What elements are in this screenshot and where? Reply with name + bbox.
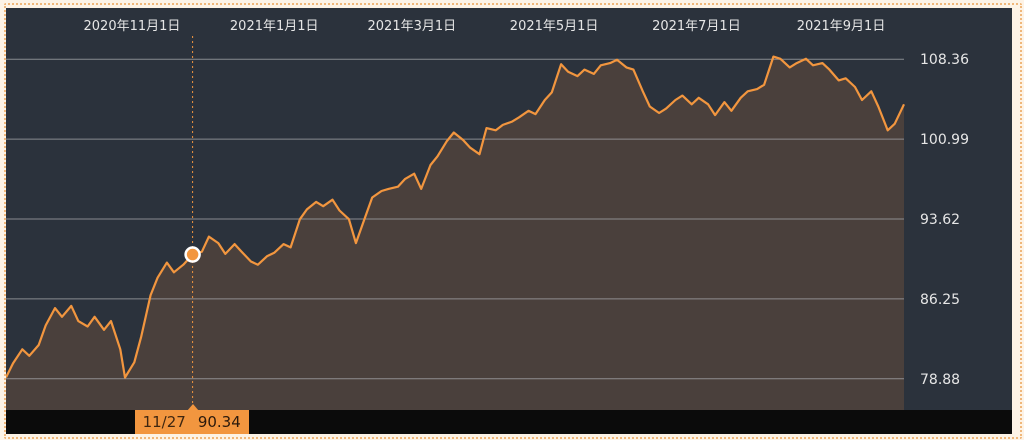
cursor-readout: 11/27 90.34: [134, 410, 249, 434]
series-line: [6, 55, 905, 379]
cursor-value: 90.34: [197, 413, 241, 431]
x-tick-label: 2021年9月1日: [797, 19, 886, 34]
y-axis-strip: [904, 8, 1012, 410]
cursor-caret-icon: [186, 404, 199, 411]
x-tick-label: 2021年7月1日: [652, 19, 741, 34]
cursor-point: [184, 246, 201, 263]
price-chart[interactable]: 108.36 100.99 93.62 86.25 78.88 2020年11月1日 202…: [6, 8, 1012, 410]
x-tick-label: 2021年3月1日: [368, 19, 457, 34]
area-fill: [6, 56, 904, 410]
x-tick-label: 2021年1月1日: [230, 19, 319, 34]
y-tick-label: 78.88: [920, 372, 960, 388]
y-tick-label: 100.99: [920, 132, 969, 148]
chart-panel: 108.36 100.99 93.62 86.25 78.88 2020年11月1日 202…: [6, 8, 1012, 410]
y-tick-label: 86.25: [920, 292, 960, 308]
y-tick-label: 93.62: [920, 212, 960, 228]
x-tick-label: 2021年5月1日: [510, 19, 599, 34]
cursor-date: 11/27: [142, 413, 186, 431]
y-tick-label: 108.36: [920, 52, 969, 68]
x-tick-label: 2020年11月1日: [84, 19, 181, 34]
